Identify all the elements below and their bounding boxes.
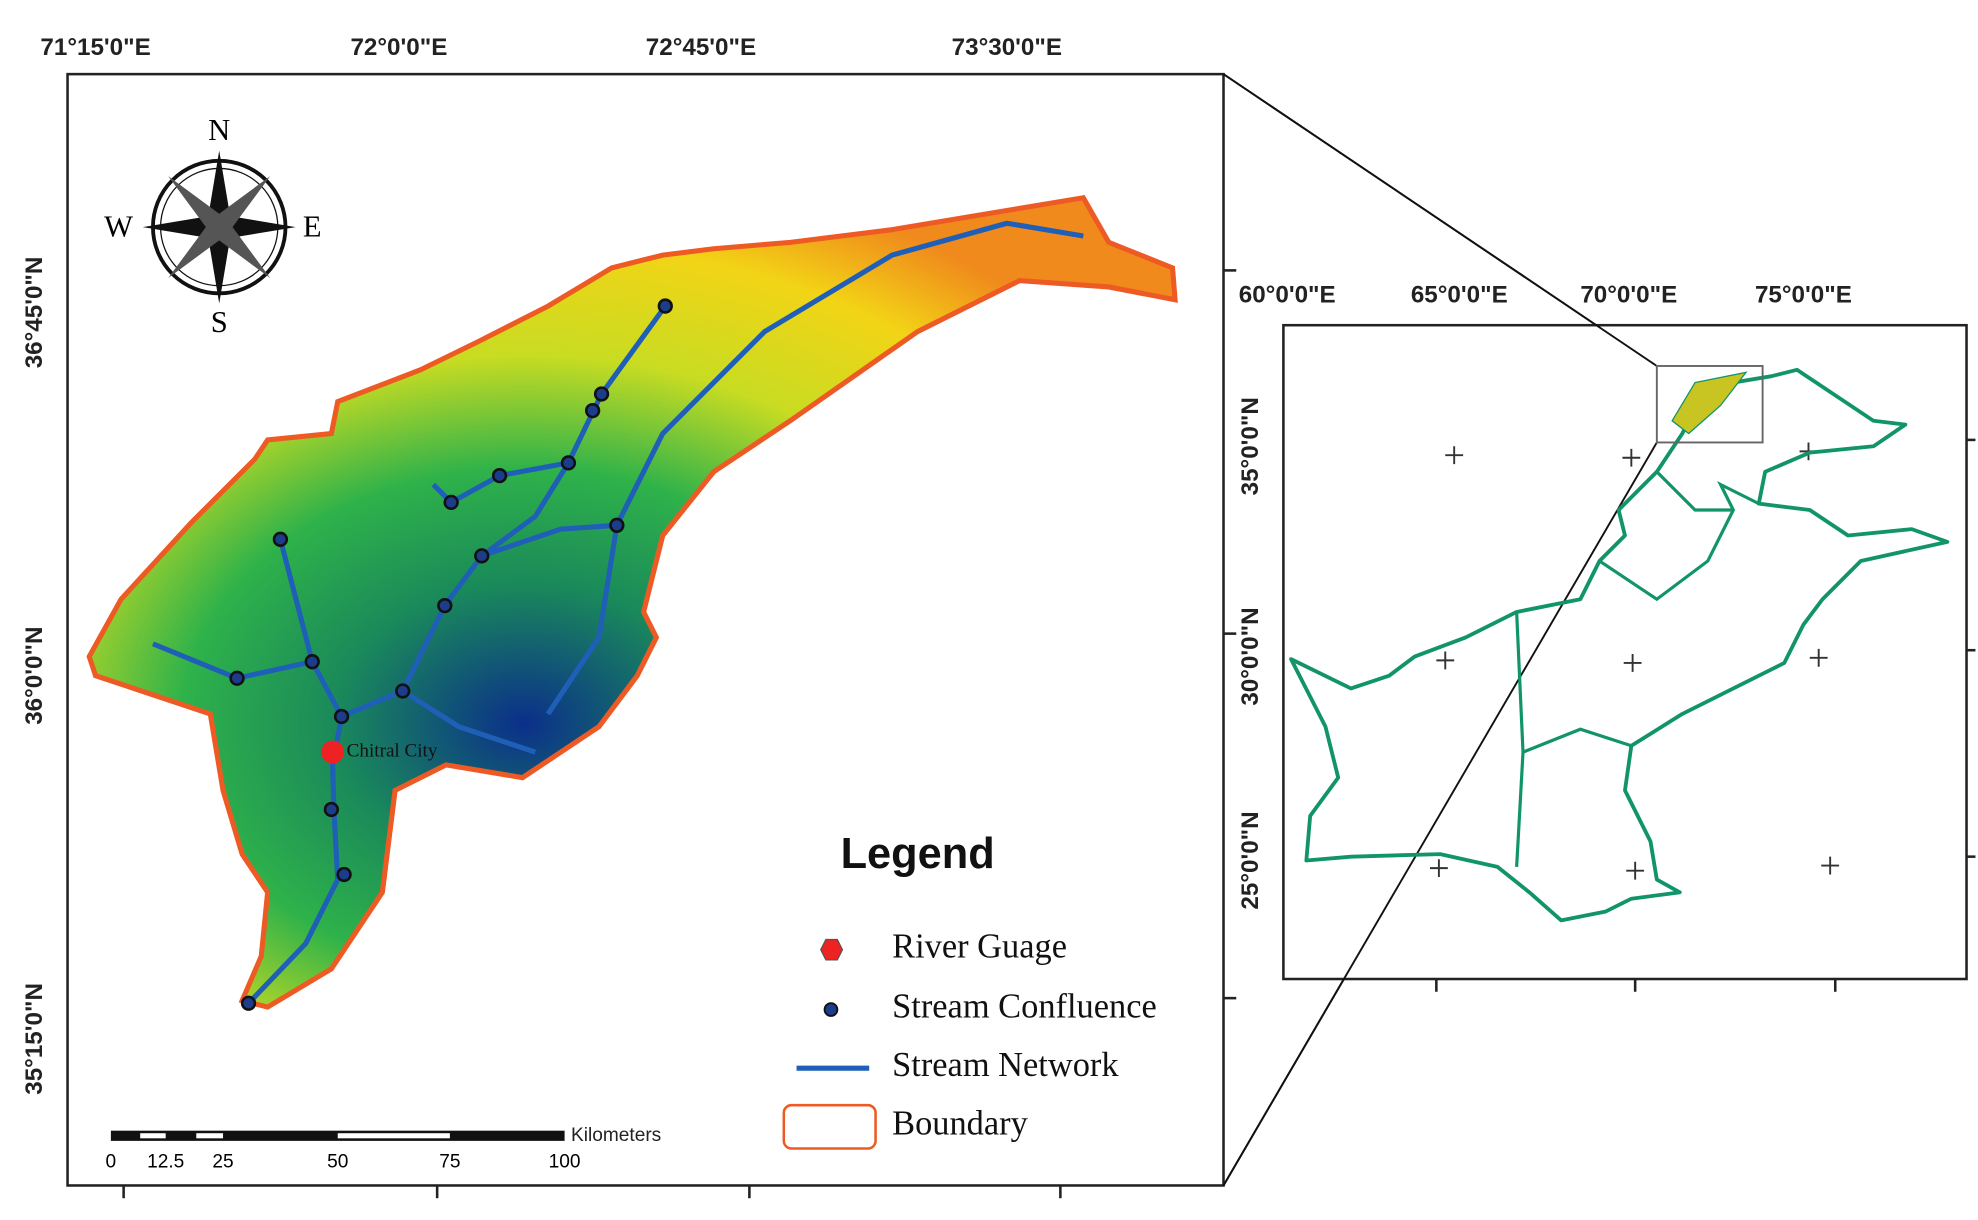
inset-frame — [1282, 323, 1968, 981]
zoom-line — [1222, 441, 1658, 1186]
scale-label: 25 — [212, 1152, 233, 1173]
legend-label: River Guage — [892, 928, 1067, 966]
frame-ticks — [122, 269, 1237, 1199]
lon-label: 72°0'0"E — [350, 34, 447, 61]
legend-title: Legend — [841, 830, 995, 878]
province-boundaries — [1515, 470, 1760, 867]
study-area-inset — [1671, 371, 1748, 435]
legend-symbol — [782, 1103, 877, 1150]
confluence-points — [229, 298, 673, 1011]
city-label: Chitral City — [347, 741, 438, 762]
inset-lon-label: 60°0'0"E — [1239, 281, 1336, 308]
compass-label: W — [104, 210, 133, 244]
scale-label: 12.5 — [147, 1152, 184, 1173]
lon-label: 71°15'0"E — [40, 34, 150, 61]
inset-lon-label: 65°0'0"E — [1411, 281, 1508, 308]
legend-label: Stream Confluence — [892, 987, 1157, 1025]
compass — [142, 150, 296, 304]
legend-symbol — [823, 1002, 839, 1017]
country-outline — [1289, 367, 1950, 923]
compass-label: N — [208, 113, 230, 147]
inset-lon-label: 70°0'0"E — [1580, 281, 1677, 308]
compass-label: E — [303, 210, 322, 244]
main-frame — [66, 72, 1225, 1187]
basin-boundary — [86, 194, 1178, 1010]
inset-lat-label: 35°0'0"N — [1237, 397, 1264, 495]
lat-label: 35°15'0"N — [21, 983, 48, 1095]
legend-label: Stream Network — [892, 1046, 1119, 1084]
scale-label: 50 — [327, 1152, 348, 1173]
river-gauge — [321, 740, 345, 764]
inset-lon-label: 75°0'0"E — [1755, 281, 1852, 308]
lon-label: 73°30'0"E — [952, 34, 1062, 61]
inset-ticks — [1435, 438, 1976, 992]
legend-symbol — [820, 938, 844, 961]
inset-lat-label: 25°0'0"N — [1237, 811, 1264, 909]
scale-label: 0 — [106, 1152, 117, 1173]
zoom-line — [1222, 73, 1658, 367]
legend-label: Boundary — [892, 1105, 1028, 1143]
scale-bar — [110, 1130, 565, 1141]
study-area-box — [1655, 365, 1764, 444]
inset-lat-label: 30°0'0"N — [1237, 607, 1264, 705]
lon-label: 72°45'0"E — [646, 34, 756, 61]
scale-label: 75 — [439, 1152, 460, 1173]
lat-label: 36°45'0"N — [21, 257, 48, 369]
lat-label: 36°0'0"N — [21, 627, 48, 725]
compass-label: S — [211, 305, 228, 339]
scale-unit: Kilometers — [571, 1125, 661, 1146]
scale-label: 100 — [549, 1152, 581, 1173]
